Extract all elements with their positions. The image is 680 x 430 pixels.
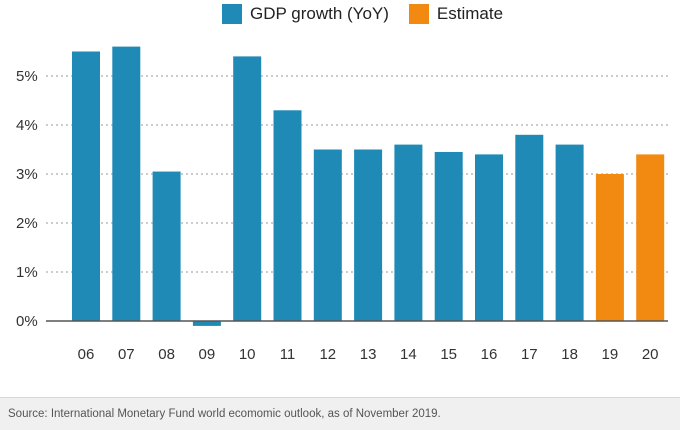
x-tick-label: 20: [642, 346, 659, 363]
x-tick-label: 11: [280, 346, 296, 363]
x-tick-label: 19: [602, 346, 619, 363]
bar-gdp-18: [555, 144, 584, 321]
x-tick-label: 17: [521, 346, 538, 363]
legend-item-estimate: Estimate: [408, 4, 504, 24]
y-tick-label: 2%: [16, 215, 38, 232]
bar-gdp-09: [192, 321, 221, 326]
chart-area: 0% 1% 2% 3% 4% 5% 06 07 08 09 10 11 12 13 14 15 16 17 18 19…: [16, 4, 668, 363]
legend-swatch-gdp: [222, 4, 242, 24]
y-tick-label: 4%: [16, 117, 38, 134]
bar-gdp-14: [394, 144, 423, 321]
y-tick-label: 5%: [16, 68, 38, 85]
legend-label-gdp: GDP growth (YoY): [250, 4, 389, 23]
bar-gdp-11: [273, 110, 302, 321]
y-tick-label: 0%: [16, 313, 38, 330]
legend-label-estimate: Estimate: [436, 4, 504, 23]
x-tick-label: 09: [199, 346, 216, 363]
y-tick-label: 1%: [16, 264, 38, 281]
x-tick-label: 15: [440, 346, 457, 363]
bar-estimate-20: [636, 154, 665, 321]
x-tick-label: 16: [481, 346, 498, 363]
bar-gdp-10: [233, 56, 262, 322]
bar-gdp-16: [475, 154, 503, 321]
bar-gdp-15: [434, 151, 463, 321]
x-tick-label: 08: [158, 346, 175, 363]
legend-swatch-estimate: [408, 4, 429, 24]
legend-item-gdp: GDP growth (YoY): [222, 4, 389, 24]
source-footer: Source: International Monetary Fund worl…: [0, 397, 680, 430]
x-tick-label: 07: [118, 346, 135, 363]
bar-gdp-06: [72, 51, 100, 321]
bar-gdp-13: [354, 149, 383, 321]
x-tick-label: 10: [239, 346, 256, 363]
bar-estimate-19: [595, 174, 624, 321]
x-tick-label: 14: [400, 346, 417, 363]
x-tick-label: 12: [319, 346, 336, 363]
y-tick-label: 3%: [16, 166, 38, 183]
bar-gdp-08: [152, 171, 181, 321]
bar-chart: 0% 1% 2% 3% 4% 5% 06 07 08 09 10 11 12 13 14 15 16 17 18 19…: [16, 46, 668, 363]
legend: GDP growth (YoY) Estimate: [222, 4, 513, 24]
source-note: Source: International Monetary Fund worl…: [8, 408, 441, 420]
x-tick-label: 13: [360, 346, 377, 363]
bar-gdp-07: [112, 46, 141, 321]
bar-gdp-17: [515, 134, 544, 321]
bar-gdp-12: [313, 149, 342, 321]
x-tick-label: 06: [78, 346, 95, 363]
x-tick-label: 18: [561, 346, 578, 363]
